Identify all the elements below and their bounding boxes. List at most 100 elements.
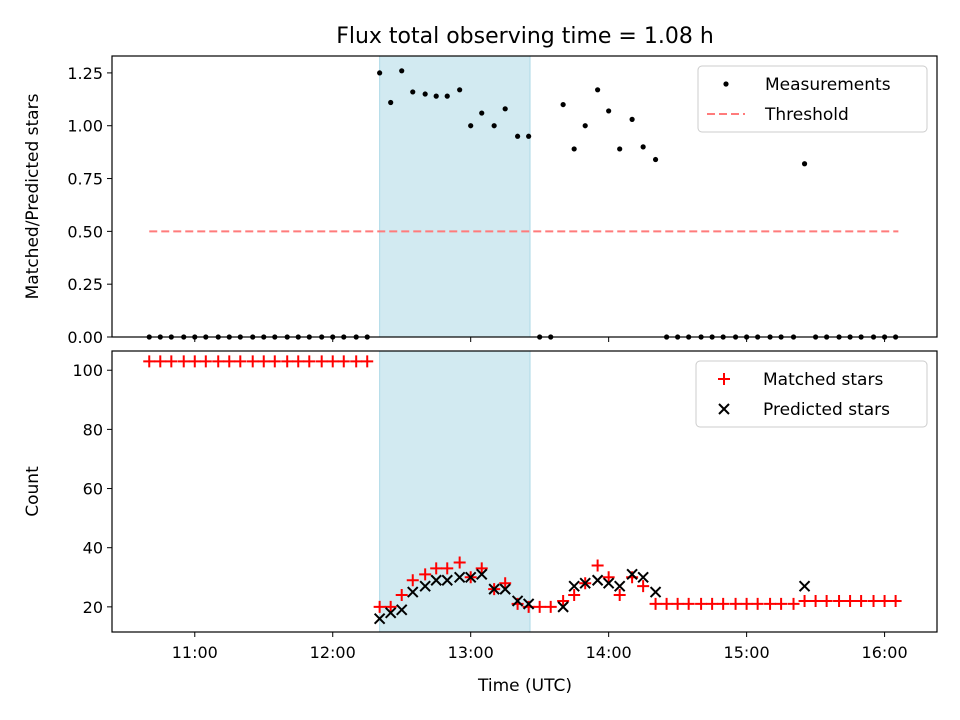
y-axis-label: Count: [23, 466, 43, 517]
predicted-star-point: [384, 607, 397, 619]
predicted-star-point: [441, 574, 453, 586]
y-axis-label: Matched/Predicted stars: [23, 93, 43, 299]
matched-star-point: [199, 355, 212, 368]
matched-star-point: [557, 594, 570, 607]
matched-star-point: [706, 597, 719, 610]
matched-star-point: [729, 597, 742, 610]
predicted-star-point: [373, 612, 386, 625]
bottom-panel: 20 40 60 80 100 11:00 12:00 13:00 14:00 15:00 16:0…: [23, 350, 938, 662]
predicted-star-point: [453, 571, 466, 583]
y-tick-label: 1.25: [67, 64, 103, 83]
matched-star-point: [660, 597, 673, 610]
predicted-star-point: [557, 601, 569, 613]
measurement-point: [491, 123, 497, 129]
top-panel: 0.00 0.25 0.50 0.75 1.00 1.25 Matched/Predicte…: [23, 55, 938, 347]
matched-star-point: [154, 355, 167, 368]
matched-star-point: [453, 556, 466, 569]
matched-star-point: [533, 600, 546, 613]
matched-star-point: [441, 562, 454, 575]
observing-window-span: [379, 56, 531, 337]
matched-star-point: [844, 594, 857, 607]
matched-star-point: [809, 594, 822, 607]
matched-star-point: [591, 559, 604, 572]
matched-star-point: [165, 355, 178, 368]
y-tick-label: 0.75: [67, 170, 103, 189]
matched-star-point: [833, 594, 846, 607]
x-tick-label: 16:00: [862, 643, 908, 662]
matched-star-point: [649, 597, 662, 610]
legend-marker-predicted: [718, 403, 730, 415]
x-axis-label: Time (UTC): [477, 676, 572, 696]
x-tick-label: 14:00: [586, 643, 632, 662]
matched-star-point: [234, 355, 247, 368]
predicted-star-point: [396, 604, 408, 616]
chart-title: Flux total observing time = 1.08 h: [336, 24, 714, 49]
matched-star-point: [350, 355, 363, 368]
matched-star-point: [406, 574, 419, 587]
matched-star-point: [384, 600, 397, 613]
measurement-point: [652, 156, 659, 163]
y-tick-label: 20: [83, 598, 103, 617]
matched-star-point: [764, 597, 777, 610]
matched-star-point: [889, 594, 902, 607]
matched-star-point: [544, 600, 557, 613]
measurement-point: [801, 161, 808, 167]
matched-star-point: [373, 600, 386, 613]
matched-star-point: [798, 594, 811, 607]
x-tick-label: 12:00: [310, 643, 356, 662]
y-tick-label: 60: [83, 480, 103, 499]
matched-star-point: [475, 562, 488, 575]
predicted-star-point: [602, 577, 615, 589]
series-predicted-stars: [373, 568, 811, 625]
matched-star-point: [878, 594, 891, 607]
x-tick-label: 11:00: [172, 643, 218, 662]
predicted-star-point: [419, 580, 431, 592]
matched-star-point: [188, 355, 201, 368]
y-tick-label: 0.00: [67, 328, 103, 347]
legend: Matched stars Predicted stars: [695, 360, 928, 428]
predicted-star-point: [488, 583, 500, 595]
predicted-star-point: [464, 571, 477, 583]
measurement-point: [629, 116, 635, 122]
matched-star-point: [303, 355, 316, 368]
matched-star-point: [499, 577, 512, 590]
axes-frame: [111, 55, 938, 338]
matched-star-point: [751, 597, 764, 610]
series-matched-stars: [143, 355, 902, 613]
x-tick-label: 15:00: [724, 643, 770, 662]
matched-star-point: [395, 589, 408, 602]
y-tick-label: 0.25: [67, 275, 103, 294]
y-tick-label: 100: [72, 361, 103, 380]
measurement-point: [399, 68, 405, 74]
legend-box: [695, 360, 928, 428]
measurement-point: [422, 91, 428, 97]
predicted-star-point: [476, 568, 488, 581]
measurement-point: [377, 70, 383, 76]
matched-star-point: [775, 597, 788, 610]
matched-star-point: [315, 355, 328, 368]
predicted-star-point: [798, 580, 811, 592]
matched-star-point: [695, 597, 708, 610]
axes-frame: [111, 350, 938, 633]
measurement-point: [468, 123, 474, 129]
measurement-point: [617, 146, 623, 152]
measurement-point: [640, 144, 646, 150]
legend-label: Measurements: [765, 75, 891, 95]
measurement-point: [571, 146, 577, 152]
matched-star-point: [430, 562, 443, 575]
predicted-star-point: [568, 580, 580, 592]
predicted-star-point: [637, 571, 649, 583]
matched-star-point: [568, 589, 581, 602]
predicted-star-point: [522, 598, 535, 610]
matched-star-point: [268, 355, 281, 368]
matched-star-point: [613, 589, 626, 602]
matched-star-point: [717, 597, 730, 610]
matched-star-point: [637, 580, 650, 593]
matched-star-point: [281, 355, 294, 368]
measurement-point: [606, 108, 612, 114]
predicted-star-point: [430, 574, 442, 586]
matched-star-point: [867, 594, 880, 607]
matched-star-point: [143, 355, 156, 368]
measurement-point: [560, 101, 566, 108]
legend-label: Threshold: [764, 105, 849, 125]
